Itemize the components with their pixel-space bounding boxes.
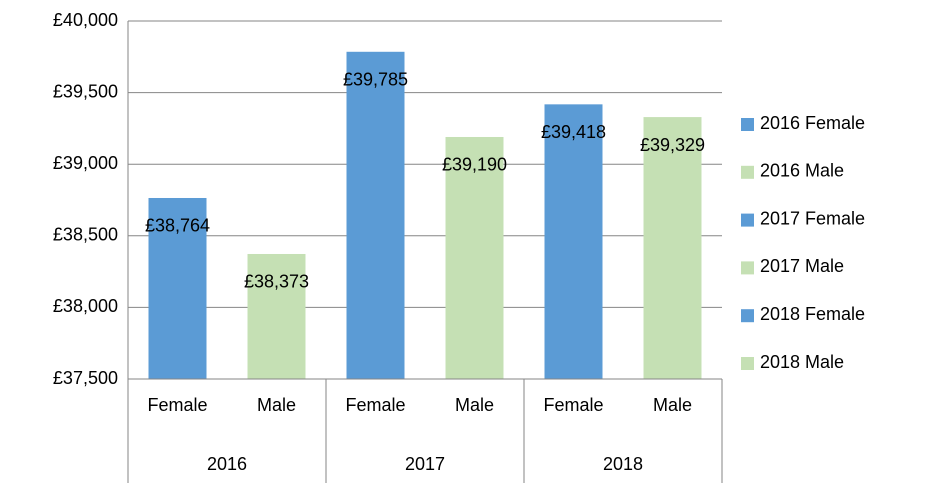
data-label: £39,418 [541, 122, 606, 142]
y-tick-label: £39,500 [53, 81, 118, 101]
data-label: £38,764 [145, 216, 210, 236]
y-tick-label: £37,500 [53, 368, 118, 388]
data-label: £39,785 [343, 70, 408, 90]
bar [643, 117, 702, 380]
legend-swatch [741, 357, 754, 370]
data-label: £39,190 [442, 155, 507, 175]
x-tick-label: Female [345, 395, 405, 415]
data-label: £38,373 [244, 272, 309, 292]
x-tick-label: Male [257, 395, 296, 415]
y-tick-label: £40,000 [53, 10, 118, 30]
legend-swatch [741, 261, 754, 275]
legend-swatch [741, 213, 754, 227]
legend-label: 2017 Male [760, 256, 844, 276]
data-label: £39,329 [640, 135, 705, 155]
legend-label: 2018 Female [760, 304, 865, 324]
bar [544, 104, 603, 379]
x-tick-label: Male [653, 395, 692, 415]
group-label: 2017 [405, 454, 445, 474]
legend-label: 2017 Female [760, 208, 865, 228]
legend-label: 2016 Female [760, 113, 865, 133]
x-tick-label: Male [455, 395, 494, 415]
legend-swatch [741, 118, 754, 131]
y-tick-label: £39,000 [53, 153, 118, 173]
bar [346, 51, 405, 380]
y-tick-label: £38,000 [53, 296, 118, 316]
legend-swatch [741, 165, 754, 179]
legend-label: 2018 Male [760, 352, 844, 372]
bar [445, 136, 504, 379]
legend-swatch [741, 309, 754, 323]
group-label: 2016 [207, 454, 247, 474]
group-label: 2018 [603, 454, 643, 474]
bar [247, 253, 306, 379]
bar [148, 197, 207, 379]
x-tick-label: Female [543, 395, 603, 415]
y-tick-label: £38,500 [53, 225, 118, 245]
x-tick-label: Female [147, 395, 207, 415]
legend-label: 2016 Male [760, 161, 844, 181]
